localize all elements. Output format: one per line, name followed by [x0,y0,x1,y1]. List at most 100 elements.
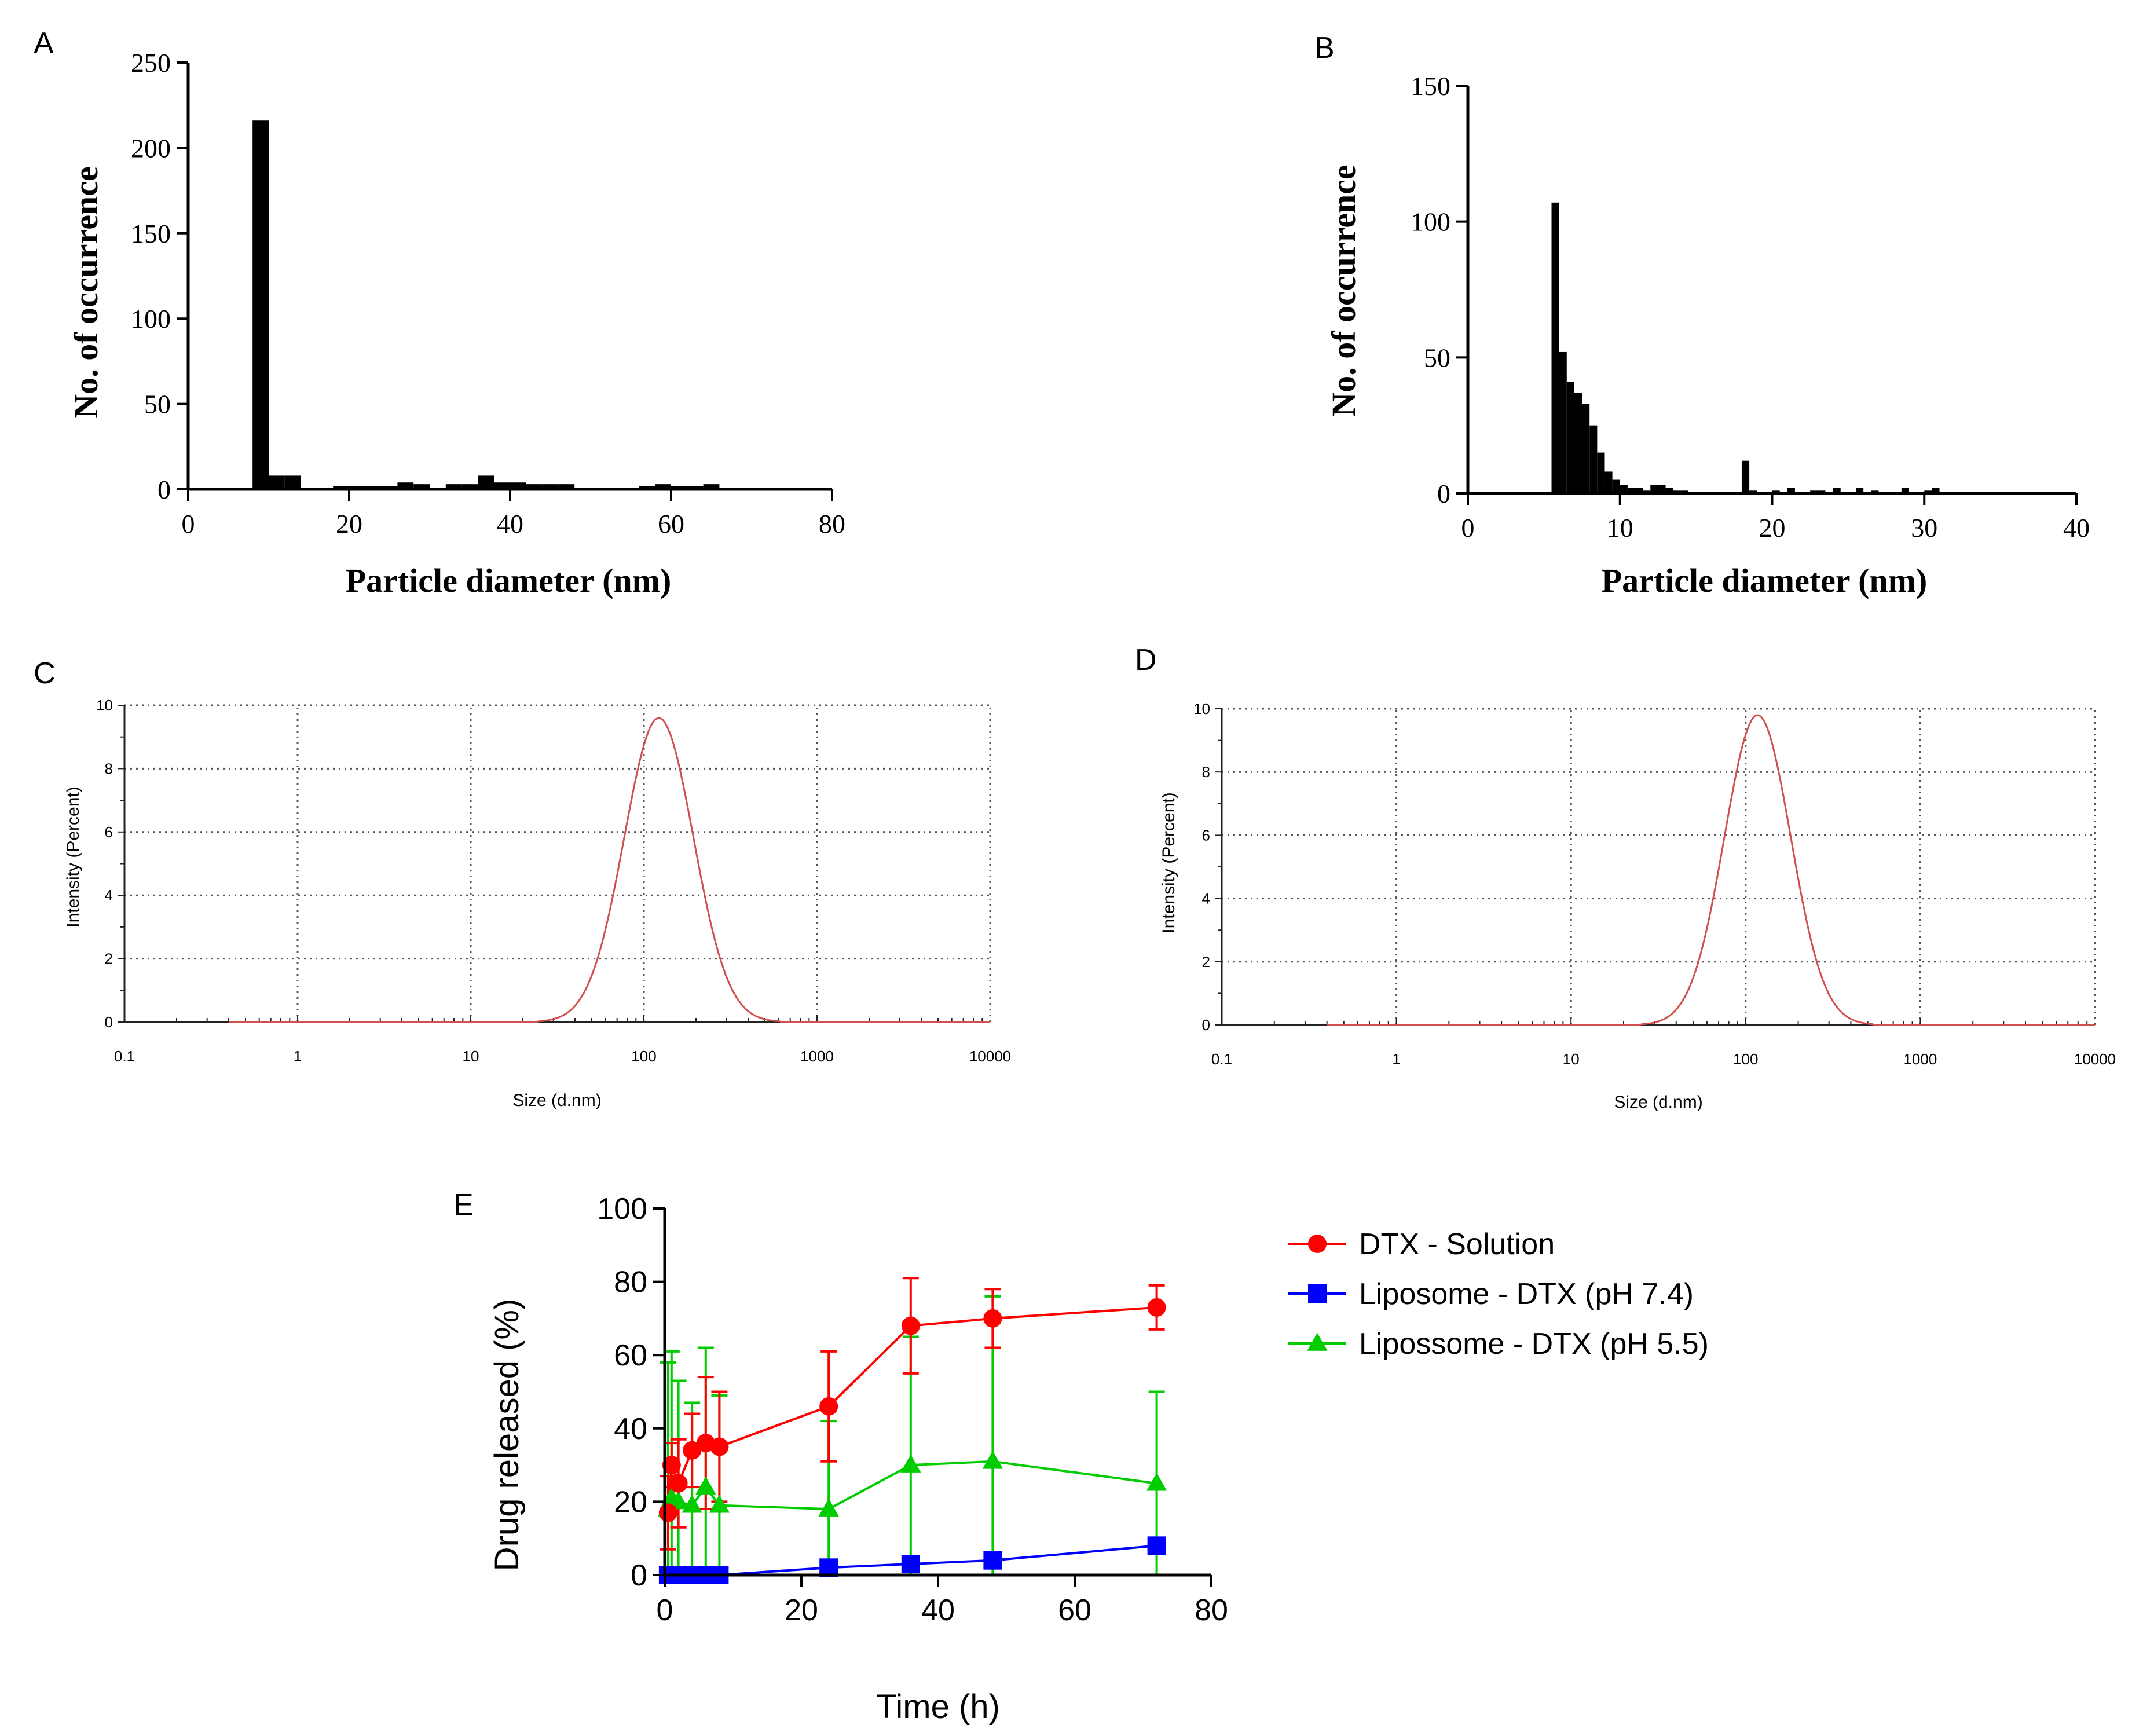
histogram-bar [365,486,382,489]
data-point [901,1555,920,1574]
y-tick-label: 60 [614,1339,647,1372]
histogram-bar [1787,488,1795,493]
data-point [1147,1536,1166,1555]
y-tick-label: 50 [1424,343,1450,372]
data-point [695,1476,716,1495]
histogram-bar [1901,488,1909,493]
y-tick-label: 8 [1202,763,1210,781]
data-point [710,1437,729,1456]
histogram-bar [1741,460,1750,493]
x-tick-label: 60 [1058,1594,1091,1627]
y-tick-label: 6 [1202,826,1210,844]
panel-e-letter: E [453,1188,474,1222]
panel-d-axes: 0.1 1 10 100 1000 10000 0 2 4 6 8 10 [1193,700,2116,1068]
x-tick-label: 0 [182,509,195,539]
y-tick-label: 250 [131,48,171,78]
histogram-bar [1582,404,1590,493]
panel-d-curve [1327,714,2095,1026]
x-tick-label: 1000 [1903,1050,1937,1068]
y-tick-label: 0 [105,1013,113,1031]
panel-e: E 0 20 40 60 80 0 20 40 60 80 100 Time (h) Drug re… [453,1188,1709,1726]
x-tick-label: 1000 [800,1048,834,1065]
panel-e-ylabel: Drug released (%) [488,1299,526,1572]
histogram-bar [1650,485,1658,493]
x-tick-label: 1 [1392,1050,1400,1068]
x-tick-label: 100 [631,1048,656,1065]
panel-d-grid [1222,708,2096,1025]
y-tick-label: 4 [1202,890,1210,907]
y-tick-label: 20 [614,1485,647,1519]
x-tick-label: 10000 [2074,1050,2116,1068]
histogram-bar [445,484,462,489]
intensity-curve [229,717,990,1023]
panel-e-xlabel: Time (h) [876,1688,1000,1726]
panel-e-legend: DTX - Solution Liposome - DTX (pH 7.4) Lip… [1288,1228,1709,1361]
y-tick-label: 100 [131,304,171,334]
panel-a-letter: A [34,27,54,60]
histogram-bar [639,486,655,489]
x-tick-label: 0.1 [114,1048,135,1065]
intensity-curve [1327,714,2095,1026]
histogram-bar [687,486,704,489]
histogram-bar [1658,485,1666,493]
data-point [1308,1284,1327,1303]
data-point [1307,1332,1328,1351]
panel-b-ylabel: No. of occurrence [1325,164,1362,416]
x-tick-label: 20 [336,509,362,539]
data-point [982,1451,1003,1469]
histogram-bar [1566,382,1574,493]
histogram-bar [1559,351,1567,493]
histogram-bar [397,482,414,489]
histogram-bar [1574,393,1582,493]
histogram-bar [1620,485,1628,493]
y-tick-label: 8 [105,760,113,777]
data-point [709,1495,730,1513]
x-tick-label: 0 [1461,513,1475,543]
x-tick-label: 80 [819,509,845,539]
y-tick-label: 2 [105,950,113,968]
data-point [683,1441,702,1460]
histogram-bar [1627,488,1636,493]
x-tick-label: 10 [1607,513,1633,543]
y-tick-label: 50 [144,390,171,419]
data-point [900,1454,921,1473]
x-tick-label: 40 [497,509,523,539]
histogram-bar [269,475,285,489]
x-tick-label: 20 [1759,513,1786,543]
y-tick-label: 4 [105,887,113,904]
data-point [819,1397,838,1416]
y-tick-label: 6 [105,823,113,841]
histogram-bar [703,484,720,489]
histogram-bar [1612,479,1620,493]
histogram-bar [478,475,494,489]
data-point [662,1456,681,1475]
histogram-bar [381,486,398,489]
y-tick-label: 200 [131,133,171,163]
panel-a-bars [252,120,768,489]
histogram-bar [1833,488,1841,493]
x-tick-label: 30 [1911,513,1937,543]
histogram-bar [1589,425,1598,493]
data-point [1308,1235,1327,1253]
data-point [983,1309,1002,1328]
panel-c-letter: C [34,657,56,690]
x-tick-label: 60 [658,509,684,539]
y-tick-label: 10 [96,697,113,714]
y-tick-label: 2 [1202,953,1210,970]
y-tick-label: 40 [614,1412,647,1446]
data-point [901,1316,920,1335]
histogram-bar [558,484,575,489]
histogram-bar [1665,488,1673,493]
histogram-bar [1635,488,1643,493]
histogram-bar [349,486,365,489]
x-tick-label: 40 [2063,513,2090,543]
x-tick-label: 10 [1563,1050,1580,1068]
panel-a-axes: 0 20 40 60 80 0 50 100 150 200 250 [131,48,845,539]
histogram-bar [1856,488,1864,493]
histogram-bar [252,120,269,489]
histogram-bar [494,482,510,489]
y-tick-label: 100 [1411,207,1450,237]
